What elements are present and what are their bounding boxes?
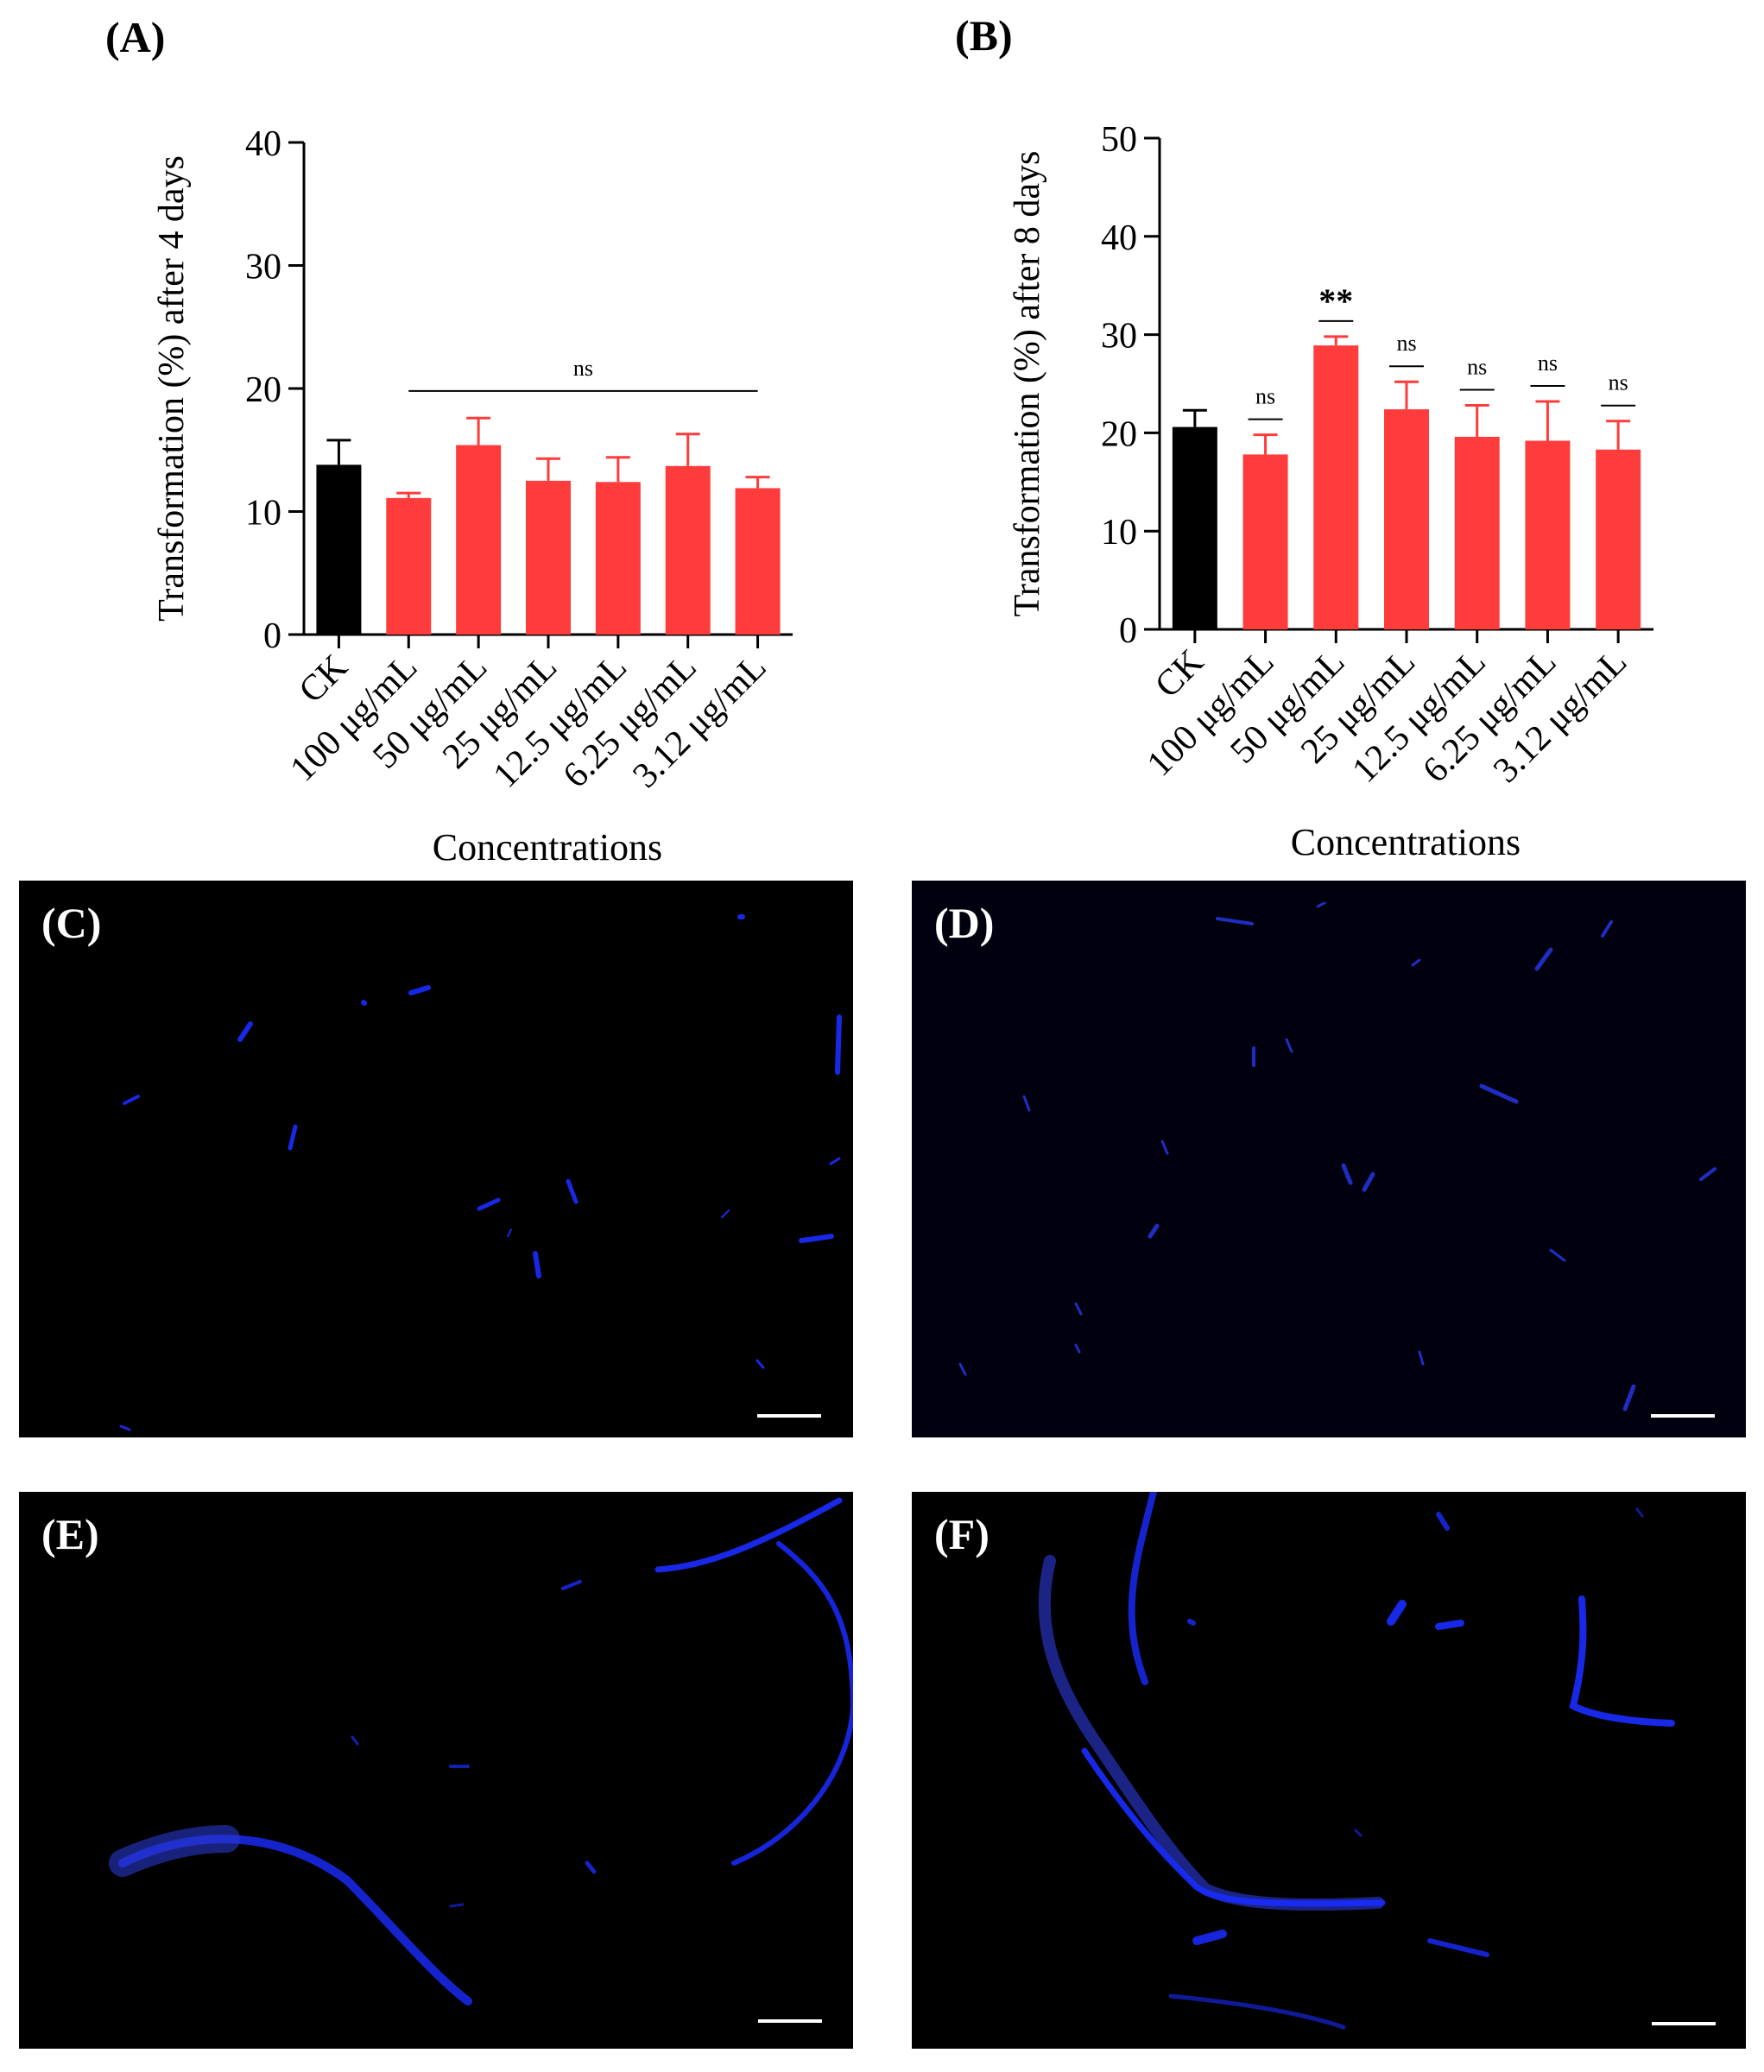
significance-label: ns [573, 356, 593, 381]
micrograph-c-image [119, 914, 842, 1431]
scale-bar-d [1651, 1414, 1715, 1418]
x-axis-label: Concentrations [1291, 821, 1521, 863]
bar [316, 464, 362, 635]
y-tick-label: 0 [263, 616, 281, 656]
y-tick-label: 30 [245, 248, 281, 287]
micrograph-c: (C) [19, 881, 853, 1437]
panel-label-c: (C) [41, 899, 102, 947]
y-axis-label: Transformation (%) after 8 days [1008, 151, 1047, 617]
significance-label: ns [1396, 331, 1416, 356]
bar [526, 480, 571, 635]
panel-label-a: (A) [105, 13, 166, 61]
significance-label: ns [1609, 370, 1628, 395]
bar-chart-a: 0 10 20 30 40 Transformation (%) after 4 days… [152, 124, 793, 869]
scale-bar-c [757, 1414, 821, 1418]
micrograph-d-image [958, 901, 1717, 1412]
y-tick-label: 10 [245, 494, 281, 534]
scale-bar-e [758, 2019, 822, 2023]
bar [1313, 345, 1359, 629]
panel-label-e: (E) [41, 1510, 99, 1558]
scale-bar-f [1652, 2022, 1716, 2025]
bar [1525, 440, 1571, 629]
panel-label-d: (D) [934, 899, 995, 947]
bar [456, 445, 502, 635]
bar [1454, 436, 1500, 629]
micrograph-f-image [1038, 1492, 1675, 2030]
bar [735, 488, 781, 635]
bar [1242, 454, 1288, 629]
y-axis-label: Transformation (%) after 4 days [152, 155, 192, 622]
micrograph-d: (D) [912, 881, 1746, 1437]
bar [595, 482, 641, 635]
bar [665, 465, 711, 635]
micrograph-f: (F) [912, 1492, 1746, 2049]
bar-chart-b: 0 10 20 30 40 50 Transformation (%) after 8 da… [1008, 120, 1653, 863]
bar [1596, 449, 1641, 629]
x-axis-label: Concentrations [433, 826, 662, 869]
bar [1384, 409, 1429, 629]
panel-label-b: (B) [955, 11, 1013, 60]
y-tick-label: 10 [1101, 513, 1137, 553]
micrograph-e-image [109, 1497, 853, 2006]
bar [386, 497, 432, 635]
significance-label: ns [1467, 355, 1487, 380]
y-tick-label: 50 [1101, 120, 1137, 160]
y-tick-label: 40 [245, 124, 281, 164]
y-tick-label: 40 [1101, 218, 1137, 258]
y-tick-label: 20 [1101, 414, 1137, 454]
panel-label-f: (F) [934, 1510, 989, 1558]
bar [1172, 426, 1217, 629]
significance-label: ns [1255, 384, 1275, 409]
y-tick-label: 20 [245, 370, 281, 410]
significance-label: ns [1538, 351, 1558, 376]
micrograph-e: (E) [19, 1492, 853, 2049]
y-tick-label: 0 [1119, 611, 1137, 651]
significance-label: ** [1318, 281, 1353, 320]
y-tick-label: 30 [1101, 317, 1137, 357]
